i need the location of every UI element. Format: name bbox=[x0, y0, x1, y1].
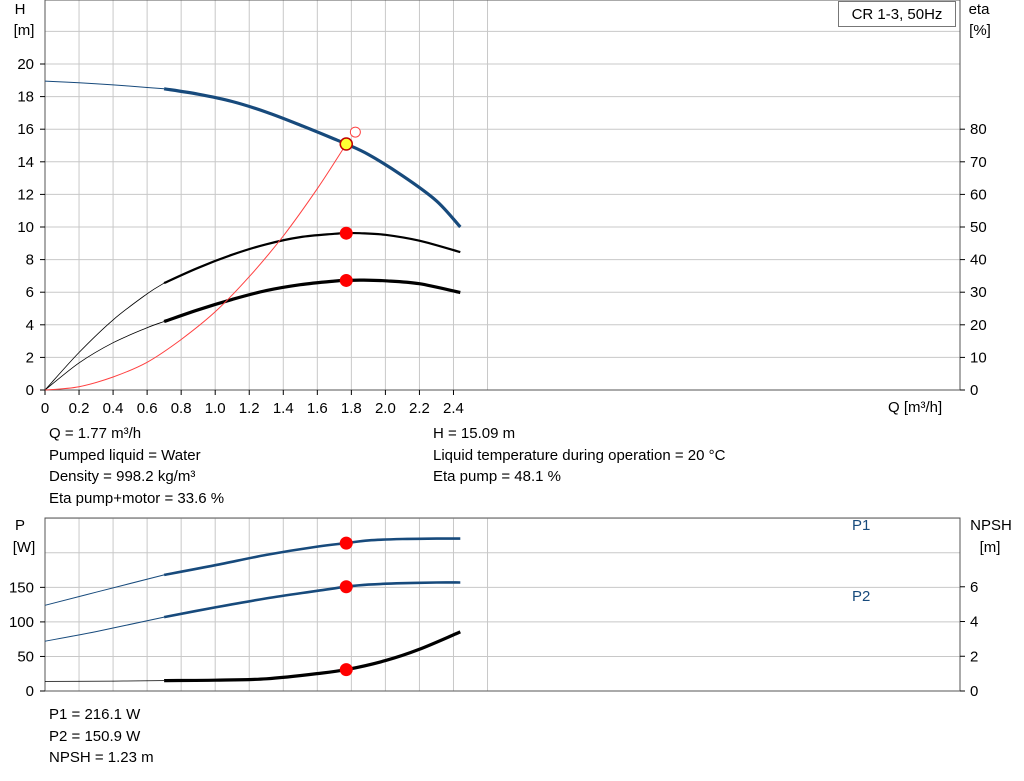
upper-series-0-thin bbox=[44, 80, 165, 90]
y-right-tick-label: 0 bbox=[970, 382, 978, 399]
x-tick-label: 2.2 bbox=[409, 400, 430, 417]
info-flow: Q = 1.77 m³/h bbox=[49, 425, 142, 442]
lower-y-right-label-1: NPSH bbox=[970, 517, 1012, 534]
info-eta-pump: Eta pump = 48.1 % bbox=[433, 468, 561, 485]
y-right-tick-label: 40 bbox=[970, 252, 987, 269]
upper-y-left-label-2: [m] bbox=[14, 22, 35, 39]
x-tick-label: 1.2 bbox=[239, 400, 260, 417]
y-left-tick-label: 12 bbox=[17, 186, 34, 203]
upper-curves bbox=[44, 80, 462, 391]
info-p2: P2 = 150.9 W bbox=[49, 727, 141, 745]
info-upper-left: Q = 1.77 m³/h Pumped liquid = Water Dens… bbox=[49, 423, 224, 509]
info-head: H = 15.09 m bbox=[433, 425, 516, 442]
lower-series-0-thin bbox=[44, 574, 165, 606]
y-left-tick-label: 0 bbox=[26, 382, 34, 399]
y-left-tick-label: 14 bbox=[17, 154, 34, 171]
lower-y-left-tick-label: 50 bbox=[17, 648, 34, 665]
lower-y-left-label-1: P bbox=[15, 517, 25, 534]
lower-series-1-thin bbox=[44, 616, 165, 642]
p1-series-label: P1 bbox=[852, 517, 870, 534]
y-left-tick-label: 8 bbox=[26, 252, 34, 269]
y-left-tick-label: 2 bbox=[26, 349, 34, 366]
p2-series-label: P2 bbox=[852, 588, 870, 605]
axes bbox=[40, 63, 965, 692]
tick-labels: 0 0.2 0.4 0.6 0.8 1.0 1.2 1.4 1.6 1.8 2.0 2.2 2.4 0 2 4… bbox=[9, 56, 987, 700]
upper-x-label: Q [m³/h] bbox=[888, 399, 942, 416]
lower-series-0-curve bbox=[163, 537, 461, 577]
plot-frame bbox=[44, 0, 961, 391]
y-right-tick-label: 50 bbox=[970, 219, 987, 236]
x-tick-label: 2.0 bbox=[375, 400, 396, 417]
upper-series-3-curve bbox=[44, 143, 347, 391]
y-right-tick-label: 30 bbox=[970, 284, 987, 301]
y-right-tick-label: 10 bbox=[970, 349, 987, 366]
x-tick-label: 0.6 bbox=[137, 400, 158, 417]
duty-point-markers bbox=[339, 126, 361, 677]
chart-title: CR 1-3, 50Hz bbox=[838, 1, 956, 27]
lower-y-left-tick-label: 0 bbox=[26, 683, 34, 700]
info-npsh: NPSH = 1.23 m bbox=[49, 749, 154, 766]
info-lower: P1 = 216.1 W P2 = 150.9 W NPSH = 1.23 m bbox=[49, 704, 154, 769]
y-left-tick-label: 6 bbox=[26, 284, 34, 301]
lower-y-right-tick-label: 6 bbox=[970, 579, 978, 596]
upper-series-2-thin bbox=[44, 321, 165, 391]
upper-series-0-curve bbox=[163, 87, 462, 229]
x-tick-label: 0.2 bbox=[69, 400, 90, 417]
x-tick-label: 1.8 bbox=[341, 400, 362, 417]
upper-y-left-label-1: H bbox=[15, 1, 26, 18]
x-tick-label: 0.8 bbox=[171, 400, 192, 417]
lower-y-right-tick-label: 0 bbox=[970, 683, 978, 700]
lower-y-left-tick-label: 100 bbox=[9, 614, 34, 631]
lower-series-2-thin bbox=[44, 680, 165, 682]
y-left-tick-label: 10 bbox=[17, 219, 34, 236]
info-upper-right: H = 15.09 m Liquid temperature during op… bbox=[433, 423, 725, 488]
info-liquid-temperature: Liquid temperature during operation = 20… bbox=[433, 446, 726, 464]
x-tick-label: 1.6 bbox=[307, 400, 328, 417]
lower-y-right-tick-label: 4 bbox=[970, 614, 978, 631]
upper-y-right-label-2: [%] bbox=[969, 22, 991, 39]
duty-point-eta-1 bbox=[339, 226, 353, 240]
y-right-tick-label: 70 bbox=[970, 154, 987, 171]
lower-y-left-tick-label: 150 bbox=[9, 579, 34, 596]
y-left-tick-label: 18 bbox=[17, 89, 34, 106]
lower-grid bbox=[44, 517, 961, 692]
y-left-tick-label: 20 bbox=[17, 56, 34, 73]
y-left-tick-label: 16 bbox=[17, 121, 34, 138]
lower-y-right-tick-label: 2 bbox=[970, 648, 978, 665]
x-tick-label: 0 bbox=[41, 400, 49, 417]
plot-frame bbox=[44, 517, 961, 692]
lower-y-right-label-2: [m] bbox=[980, 539, 1001, 556]
lower-y-left-label-2: [W] bbox=[13, 539, 36, 556]
y-left-tick-label: 4 bbox=[26, 317, 34, 334]
x-tick-label: 0.4 bbox=[103, 400, 124, 417]
info-eta-pump-motor: Eta pump+motor = 33.6 % bbox=[49, 489, 225, 507]
y-right-tick-label: 60 bbox=[970, 186, 987, 203]
duty-point-lower-0 bbox=[339, 536, 353, 550]
info-p1: P1 = 216.1 W bbox=[49, 706, 141, 723]
y-right-tick-label: 80 bbox=[970, 121, 987, 138]
duty-point-eta-2 bbox=[339, 273, 353, 287]
duty-point-lower-2 bbox=[339, 663, 353, 677]
upper-series-1-curve bbox=[163, 231, 461, 285]
lower-curves bbox=[44, 537, 461, 683]
upper-y-right-label-1: eta bbox=[969, 1, 991, 18]
upper-grid bbox=[44, 0, 961, 391]
info-pumped-liquid: Pumped liquid = Water bbox=[49, 446, 201, 464]
info-density: Density = 998.2 kg/m³ bbox=[49, 468, 196, 485]
x-tick-label: 2.4 bbox=[443, 400, 464, 417]
upper-series-1-thin bbox=[44, 282, 165, 391]
duty-point-lower-1 bbox=[339, 580, 353, 594]
upper-series-2-curve bbox=[163, 278, 461, 324]
x-tick-label: 1.4 bbox=[273, 400, 294, 417]
x-tick-label: 1.0 bbox=[205, 400, 226, 417]
lower-series-2-curve bbox=[164, 630, 461, 683]
open-marker bbox=[349, 126, 361, 138]
y-right-tick-label: 20 bbox=[970, 317, 987, 334]
duty-point-head bbox=[339, 137, 354, 151]
